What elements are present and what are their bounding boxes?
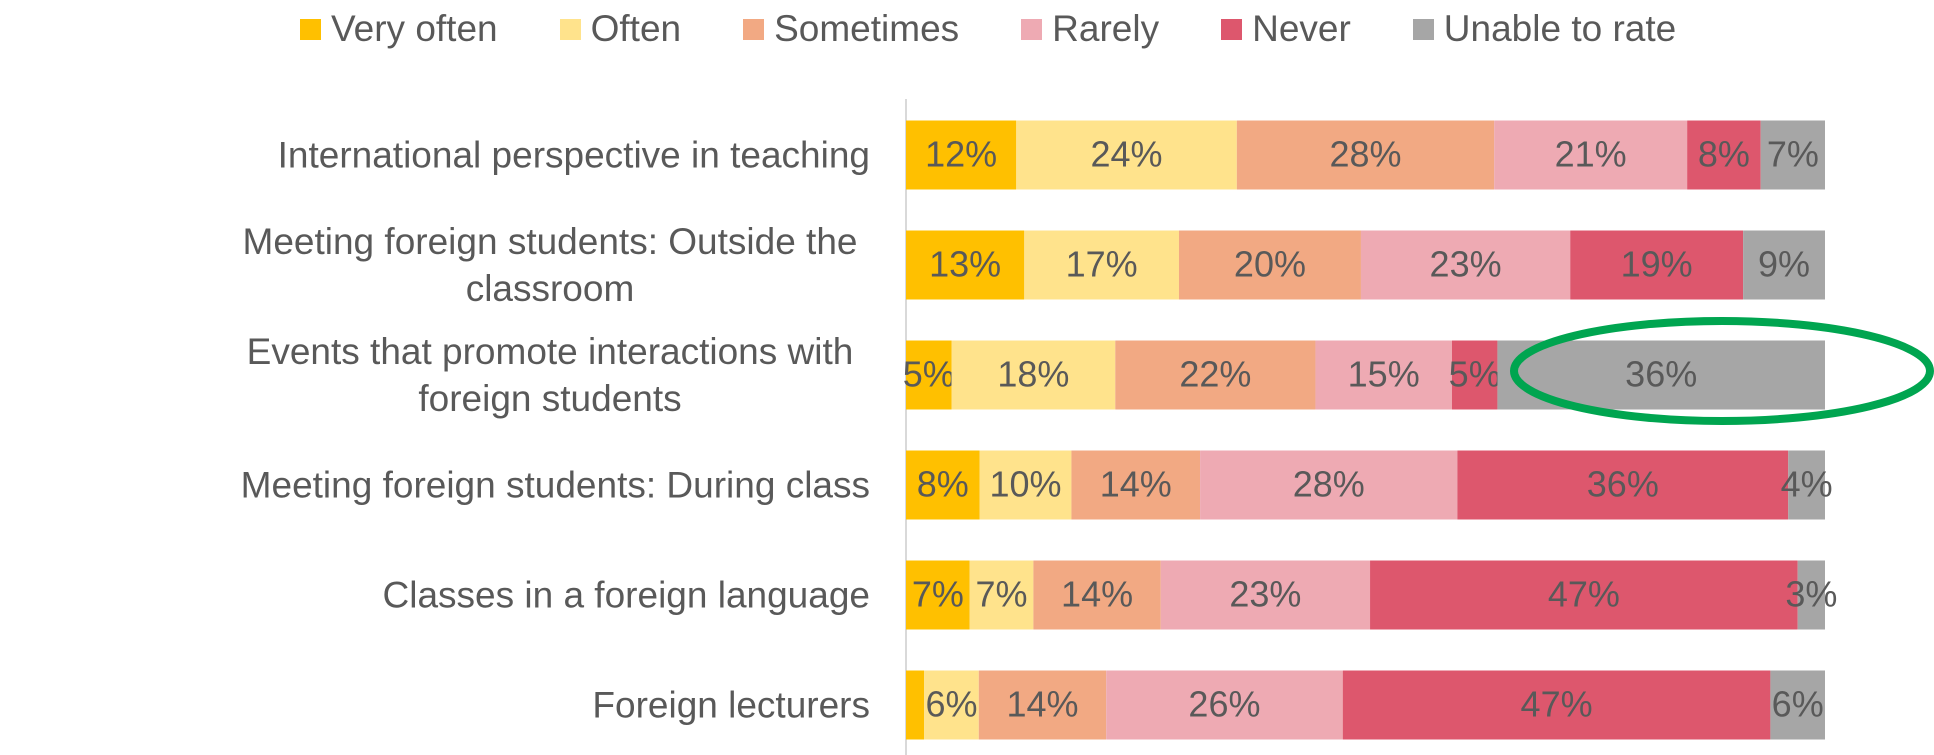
bar-segment (1770, 670, 1825, 740)
legend-label: Rarely (1052, 8, 1160, 49)
bar-segment (951, 340, 1116, 410)
legend-label: Sometimes (774, 8, 960, 49)
data-label: 47% (1548, 574, 1620, 615)
bar-segment (1071, 450, 1201, 520)
category-label: International perspective in teaching (277, 134, 870, 176)
data-label: 36% (1587, 464, 1659, 505)
bar-segment (1788, 450, 1825, 520)
data-label: 14% (1061, 574, 1133, 615)
legend-item: Very often (300, 8, 498, 50)
legend-label: Never (1252, 8, 1351, 49)
legend-swatch (1021, 18, 1043, 40)
bar-segment (906, 120, 1017, 190)
category-label: Classes in a foreign language (382, 574, 871, 616)
legend-label: Very often (331, 8, 498, 49)
bar-segment (1115, 340, 1316, 410)
category-label: Meeting foreign students: During class (240, 464, 870, 506)
legend-swatch (559, 18, 581, 40)
legend-swatch (743, 18, 765, 40)
legend: Very often Often Sometimes Rarely Never Unabl… (300, 8, 1676, 50)
category-label: Events that promote interactions with fo… (246, 331, 854, 419)
bar-segment (1342, 670, 1771, 740)
data-label: 19% (1621, 244, 1693, 285)
data-label: 10% (989, 464, 1061, 505)
data-label: 18% (997, 354, 1069, 395)
data-label: 26% (1188, 684, 1260, 725)
data-label: 8% (917, 464, 969, 505)
data-label: 17% (1066, 244, 1138, 285)
bar-segment (978, 670, 1107, 740)
legend-swatch (1221, 18, 1243, 40)
bar-segment (906, 560, 970, 630)
bar-segment (1570, 230, 1744, 300)
bar-segment (1236, 120, 1495, 190)
highlight-ellipse (1510, 317, 1934, 425)
bar-segment (1457, 450, 1789, 520)
data-label: 8% (1698, 134, 1750, 175)
data-label: 47% (1521, 684, 1593, 725)
bar-segment (1451, 340, 1498, 410)
legend-item: Never (1221, 8, 1351, 50)
bar-segment (1494, 120, 1688, 190)
data-label: 13% (929, 244, 1001, 285)
data-label: 21% (1555, 134, 1627, 175)
legend-label: Often (590, 8, 682, 49)
bar-segment (906, 670, 925, 740)
bar-segment (979, 450, 1072, 520)
legend-swatch (1412, 18, 1434, 40)
bar-segment (1797, 560, 1825, 630)
data-label: 5% (903, 354, 955, 395)
bar-segment (1178, 230, 1361, 300)
data-label: 6% (925, 684, 977, 725)
data-label: 7% (1767, 134, 1819, 175)
bar-segment (1370, 560, 1798, 630)
data-label: 23% (1229, 574, 1301, 615)
data-label: 15% (1348, 354, 1420, 395)
data-label: 7% (912, 574, 964, 615)
data-label: 4% (1781, 464, 1833, 505)
category-label: Foreign lecturers (592, 684, 870, 726)
bar-segment (1687, 120, 1761, 190)
legend-item: Often (559, 8, 682, 50)
category-label: Meeting foreign students: Outside the cl… (242, 221, 858, 309)
data-label: 6% (1772, 684, 1824, 725)
bar-segment (1016, 120, 1237, 190)
data-label: 22% (1179, 354, 1251, 395)
bar-segment (1160, 560, 1371, 630)
data-label: 14% (1100, 464, 1172, 505)
bar-segment (906, 230, 1025, 300)
bar-segment (1760, 120, 1825, 190)
bar-segment (906, 450, 980, 520)
data-label: 7% (976, 574, 1028, 615)
bar-segment (1200, 450, 1458, 520)
bar-segment (924, 670, 979, 740)
bar-segment (1743, 230, 1825, 300)
bar-segment (1033, 560, 1161, 630)
data-label: 5% (1449, 354, 1501, 395)
bar-segment (1106, 670, 1343, 740)
data-label: 28% (1293, 464, 1365, 505)
bar-segment (1024, 230, 1179, 300)
legend-swatch (300, 18, 321, 40)
bar-segment (969, 560, 1034, 630)
legend-label: Unable to rate (1443, 8, 1677, 49)
data-label: 12% (925, 134, 997, 175)
legend-item: Unable to rate (1412, 8, 1677, 50)
data-label: 24% (1091, 134, 1163, 175)
legend-item: Sometimes (743, 8, 959, 50)
data-label: 3% (1785, 574, 1837, 615)
bar-segment (906, 340, 952, 410)
legend-item: Rarely (1021, 8, 1159, 50)
data-label: 9% (1758, 244, 1810, 285)
data-label: 28% (1329, 134, 1401, 175)
data-label: 36% (1625, 354, 1697, 395)
data-label: 23% (1430, 244, 1502, 285)
bar-segment (1360, 230, 1571, 300)
bar-segment (1315, 340, 1452, 410)
data-label: 20% (1234, 244, 1306, 285)
data-label: 14% (1006, 684, 1078, 725)
